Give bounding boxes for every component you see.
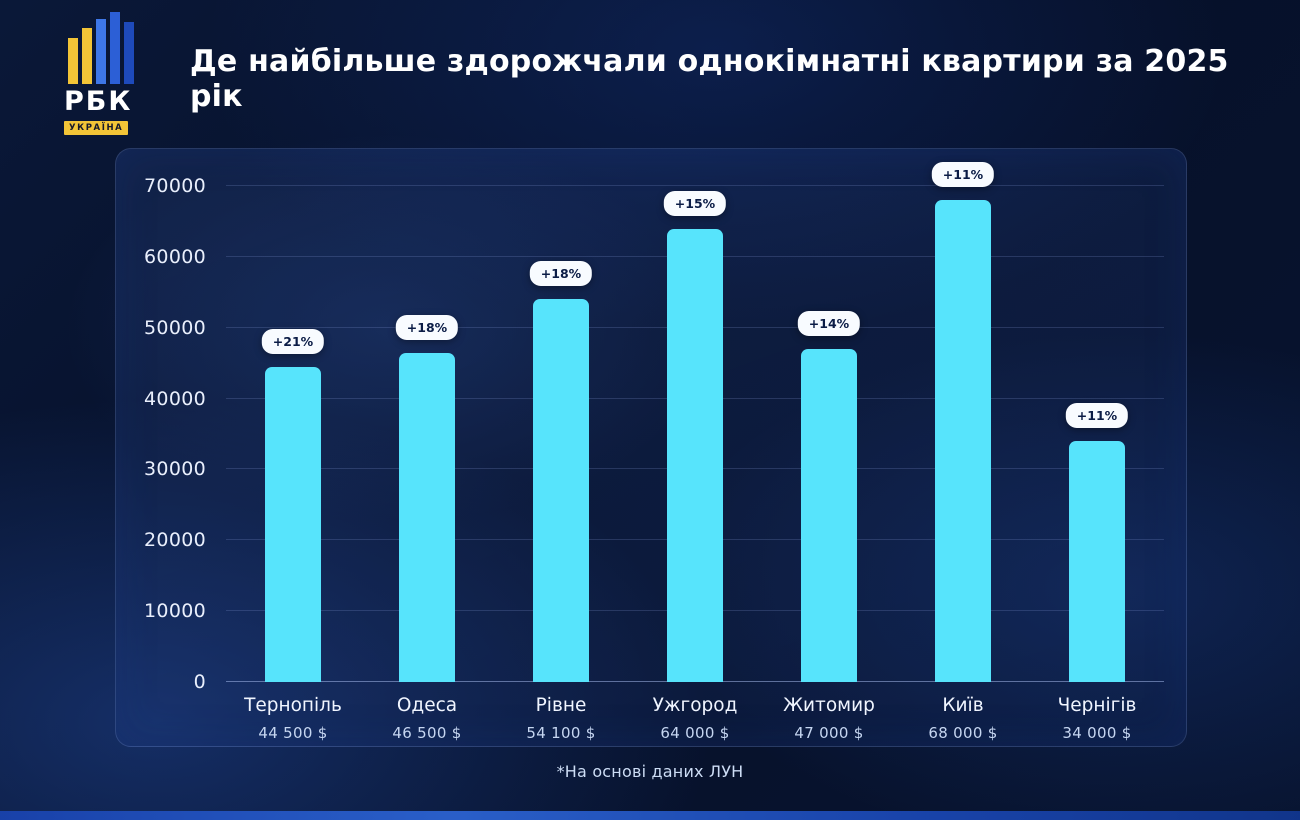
bar-columns: +21% +18% +18% +15% +14% +11% +11% (226, 162, 1164, 682)
x-axis-column: Тернопіль 44 500 $ (226, 695, 360, 742)
rbc-logo: РБК УКРАЇНА (64, 12, 146, 135)
x-axis-column: Київ 68 000 $ (896, 695, 1030, 742)
bar-column: +11% (896, 162, 1030, 682)
bar-column: +15% (628, 186, 762, 682)
category-label: Одеса (396, 695, 458, 716)
x-axis-column: Ужгород 64 000 $ (628, 695, 762, 742)
bar-column: +18% (494, 186, 628, 682)
source-note: *На основі даних ЛУН (556, 762, 744, 781)
x-axis-column: Одеса 46 500 $ (360, 695, 494, 742)
category-label: Рівне (535, 695, 587, 716)
growth-badge: +11% (931, 162, 995, 188)
price-label: 34 000 $ (1062, 724, 1132, 742)
x-axis-column: Чернігів 34 000 $ (1030, 695, 1164, 742)
y-axis-label: 30000 (144, 458, 206, 481)
logo-country-text: УКРАЇНА (64, 121, 129, 135)
bar-column: +11% (1030, 186, 1164, 682)
category-label: Житомир (783, 695, 875, 716)
rbc-logo-icon (68, 12, 134, 84)
bar (533, 298, 589, 682)
y-axis-label: 40000 (144, 387, 206, 410)
plot-area: +21% +18% +18% +15% +14% +11% +11% (226, 162, 1164, 682)
bar (399, 352, 455, 682)
y-axis-label: 50000 (144, 316, 206, 339)
bar-column: +21% (226, 186, 360, 682)
bar-column: +18% (360, 186, 494, 682)
price-label: 44 500 $ (258, 724, 328, 742)
y-axis-label: 70000 (144, 175, 206, 197)
x-axis-column: Житомир 47 000 $ (762, 695, 896, 742)
category-label: Чернігів (1057, 695, 1137, 716)
bar (801, 348, 857, 682)
y-axis-label: 10000 (144, 600, 206, 623)
x-axis-labels: Тернопіль 44 500 $ Одеса 46 500 $ Рівне 54 10… (226, 695, 1164, 742)
category-label: Тернопіль (244, 695, 342, 716)
bar (935, 200, 991, 682)
price-label: 64 000 $ (660, 724, 730, 742)
growth-badge: +11% (1065, 403, 1129, 429)
chart-panel: 0 10000 20000 30000 40000 50000 60000 70000 +21… (115, 148, 1187, 747)
y-axis: 0 10000 20000 30000 40000 50000 60000 70000 (116, 175, 216, 693)
bar-column: +14% (762, 186, 896, 682)
page-title: Де найбільше здорожчали однокімнатні ква… (190, 44, 1229, 114)
growth-badge: +14% (797, 310, 861, 336)
price-label: 46 500 $ (392, 724, 462, 742)
bottom-accent-bar (0, 811, 1300, 820)
growth-badge: +15% (663, 190, 727, 216)
bar (1069, 441, 1125, 682)
price-label: 47 000 $ (794, 724, 864, 742)
category-label: Київ (942, 695, 984, 716)
y-axis-label: 20000 (144, 529, 206, 552)
growth-badge: +21% (261, 328, 325, 354)
growth-badge: +18% (395, 314, 459, 340)
price-label: 54 100 $ (526, 724, 596, 742)
category-label: Ужгород (652, 695, 738, 716)
bar (265, 366, 321, 682)
gridline (226, 185, 1164, 186)
price-label: 68 000 $ (928, 724, 998, 742)
growth-badge: +18% (529, 260, 593, 286)
y-axis-label: 60000 (144, 245, 206, 268)
logo-brand-text: РБК (64, 86, 133, 117)
bar (667, 228, 723, 682)
x-axis-column: Рівне 54 100 $ (494, 695, 628, 742)
y-axis-label: 0 (193, 671, 206, 693)
